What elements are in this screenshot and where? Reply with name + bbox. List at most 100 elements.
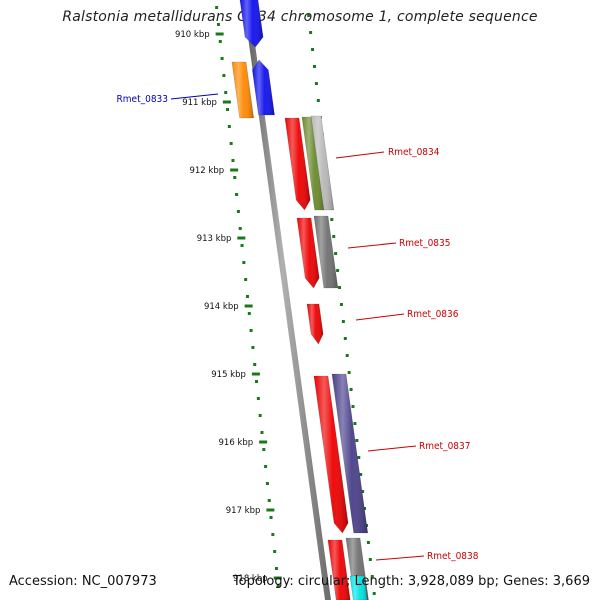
tick-mark xyxy=(251,372,260,376)
tick-mark xyxy=(230,168,239,172)
gene-arrow-shine xyxy=(302,117,325,210)
track-dot xyxy=(307,14,311,17)
track-dot xyxy=(256,397,260,400)
gene-rmet_0836[interactable] xyxy=(306,303,324,345)
track-dot xyxy=(271,533,275,536)
gene-arrow-shine xyxy=(240,0,264,47)
gene-label[interactable]: Rmet_0836 xyxy=(407,309,459,320)
tick-label: 914 kbp xyxy=(204,302,239,312)
tick-mark xyxy=(222,100,231,104)
gene-label-leader xyxy=(347,242,397,249)
track-dot xyxy=(273,550,277,553)
track-dot xyxy=(332,235,336,238)
track-dot xyxy=(309,31,313,34)
accession-text: Accession: NC_007973 xyxy=(9,574,157,589)
gene-feature[interactable] xyxy=(310,115,335,211)
track-dot xyxy=(222,74,226,77)
gene-label[interactable]: Rmet_0833 xyxy=(117,94,168,105)
gene-label-leader xyxy=(355,313,405,321)
track-dot xyxy=(351,405,355,408)
track-dot xyxy=(363,507,367,510)
gene-arrow-shine xyxy=(311,116,334,210)
tick-label: 911 kbp xyxy=(182,98,217,108)
gene-arrow-shine xyxy=(314,216,338,288)
genome-summary-text: Topology: circular; Length: 3,928,089 bp… xyxy=(232,574,590,589)
track-dot xyxy=(224,91,228,94)
track-dot xyxy=(361,490,365,493)
track-dot xyxy=(339,303,343,306)
track-dot xyxy=(251,346,255,349)
track-dot xyxy=(227,125,231,128)
track-dot xyxy=(265,482,269,485)
track-dot xyxy=(242,261,246,264)
track-dot xyxy=(269,516,273,519)
track-dot xyxy=(216,23,220,26)
gene-label-leader xyxy=(170,93,219,100)
gene-arrow-shine xyxy=(232,62,254,118)
track-dot xyxy=(262,448,266,451)
track-dot xyxy=(245,295,249,298)
gene-rmet_0833[interactable] xyxy=(252,59,275,116)
gene-feature[interactable] xyxy=(349,575,368,600)
gene-arrow-shine xyxy=(314,376,349,533)
track-dot xyxy=(226,108,230,111)
backbone-line xyxy=(243,0,331,600)
track-dot xyxy=(276,584,280,587)
track-dot xyxy=(366,541,370,544)
tick-mark xyxy=(215,32,224,36)
gene-rmet_0835[interactable] xyxy=(296,217,320,289)
track-dot xyxy=(334,252,338,255)
track-dot xyxy=(336,269,340,272)
track-dot xyxy=(264,465,268,468)
gene-label[interactable]: Rmet_0834 xyxy=(388,147,440,158)
gene-feature[interactable] xyxy=(239,0,264,48)
track-dot xyxy=(311,48,315,51)
gene-arrow-shine xyxy=(297,218,320,288)
gene-rmet_0834[interactable] xyxy=(284,117,311,211)
track-dot xyxy=(370,575,374,578)
gene-arrow-shine xyxy=(307,304,324,344)
track-dot xyxy=(347,371,351,374)
gene-label[interactable]: Rmet_0838 xyxy=(427,551,479,562)
track-dot xyxy=(353,422,357,425)
track-dot xyxy=(357,456,361,459)
gene-arrow-shine xyxy=(328,540,351,600)
track-dot xyxy=(240,244,244,247)
gene-feature[interactable] xyxy=(231,61,254,119)
track-dot xyxy=(312,65,316,68)
tick-mark xyxy=(244,304,253,308)
map-title: Ralstonia metallidurans CH34 chromosome … xyxy=(62,9,538,25)
tick-label: 913 kbp xyxy=(197,234,232,244)
gene-label[interactable]: Rmet_0837 xyxy=(419,441,470,452)
track-dot xyxy=(255,380,259,383)
track-dot xyxy=(244,278,248,281)
track-dot xyxy=(260,431,264,434)
track-dot xyxy=(220,57,224,60)
gene-rmet_0837[interactable] xyxy=(313,375,349,534)
track-dot xyxy=(355,439,359,442)
track-dot xyxy=(253,363,257,366)
track-dot xyxy=(247,312,251,315)
gene-feature[interactable] xyxy=(331,373,369,534)
gene-arrow-shine xyxy=(285,118,311,210)
track-dot xyxy=(316,99,320,102)
gene-arrow-shine xyxy=(252,60,275,115)
gene-rmet_0838[interactable] xyxy=(327,539,351,600)
track-dot xyxy=(338,286,342,289)
gene-label[interactable]: Rmet_0835 xyxy=(399,238,450,249)
track-dot xyxy=(215,6,219,9)
gene-label-leader xyxy=(367,445,417,452)
track-dot xyxy=(343,337,347,340)
track-dot xyxy=(231,159,235,162)
tick-label: 916 kbp xyxy=(219,438,254,448)
track-dot xyxy=(359,473,363,476)
track-dot xyxy=(372,592,376,595)
tick-mark xyxy=(237,236,246,240)
tick-mark xyxy=(259,440,268,444)
track-dot xyxy=(233,176,237,179)
tick-label: 917 kbp xyxy=(226,506,261,516)
track-dot xyxy=(267,499,271,502)
track-dot xyxy=(341,320,345,323)
gene-feature[interactable] xyxy=(313,215,339,289)
